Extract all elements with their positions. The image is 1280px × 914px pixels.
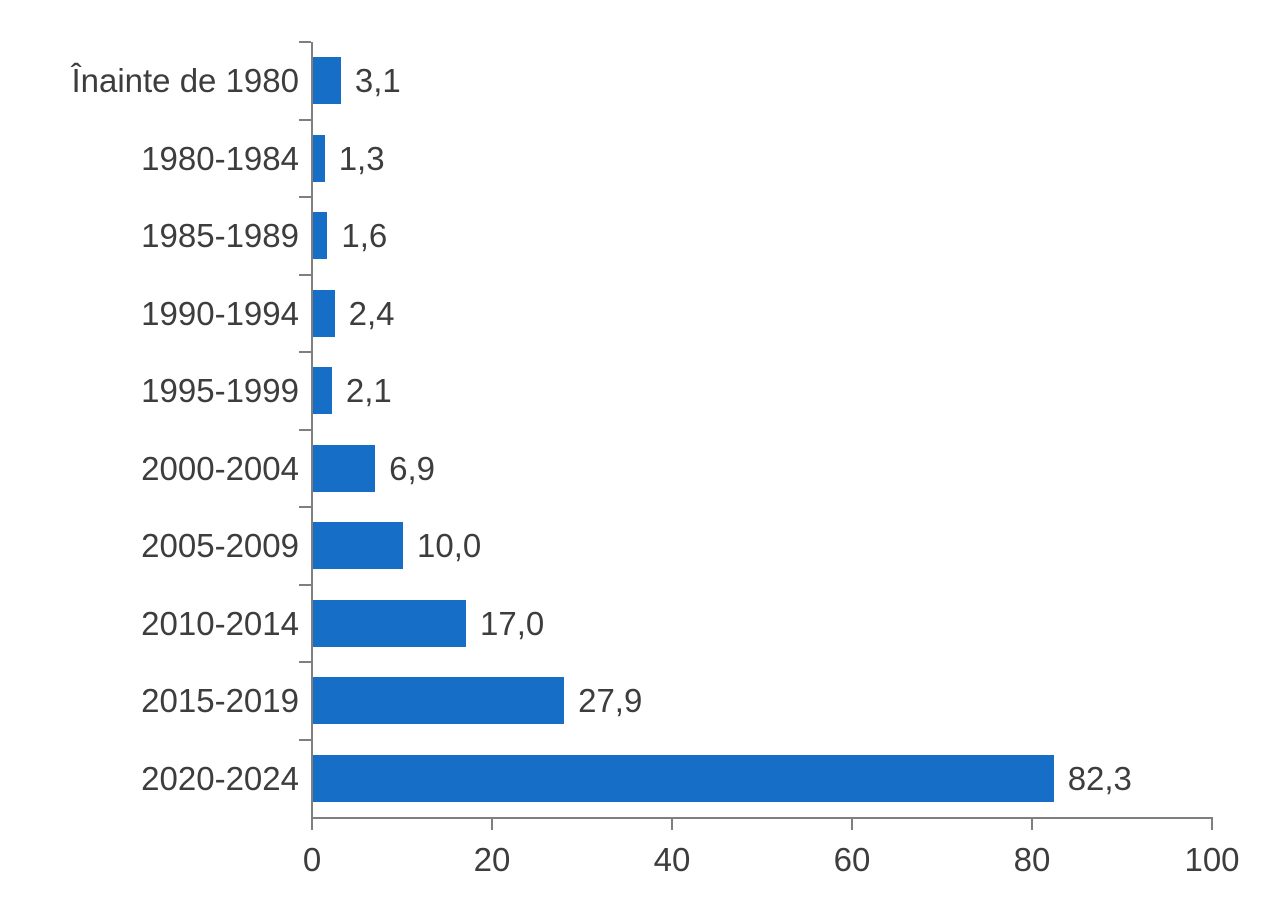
y-axis-tick: [299, 351, 311, 353]
bar-value-label: 1,6: [341, 217, 388, 255]
bar: [313, 134, 325, 182]
x-tick-label: 80: [1013, 841, 1051, 878]
y-axis-tick: [299, 273, 311, 276]
bar: [313, 212, 328, 260]
x-tick-label: 20: [473, 841, 511, 878]
bar-value-label: 2,4: [348, 294, 395, 332]
bar-value-label: 2,1: [345, 372, 392, 410]
y-axis-tick: [299, 118, 311, 121]
category-label: 2010-2014: [141, 604, 299, 642]
x-axis-tick: [671, 817, 673, 830]
bar-value-label: 1,3: [338, 139, 385, 177]
bar-value-label: 82,3: [1067, 759, 1132, 797]
category-label: 1995-1999: [141, 372, 299, 410]
bar-value-label: 10,0: [417, 527, 482, 565]
y-axis-tick: [299, 41, 311, 43]
y-axis-tick: [299, 583, 311, 586]
x-tick-label: 40: [653, 841, 691, 878]
bar-value-label: 3,1: [354, 62, 401, 100]
y-axis-tick: [299, 738, 311, 741]
bar: [313, 677, 565, 725]
x-axis-tick: [1031, 817, 1033, 830]
category-label: 2005-2009: [141, 527, 299, 565]
bar: [313, 289, 335, 337]
bar: [313, 522, 403, 570]
y-axis-tick: [299, 428, 311, 431]
x-axis-tick: [851, 817, 853, 830]
x-tick-label: 60: [833, 841, 871, 878]
bar: [313, 367, 332, 415]
x-axis-tick: [311, 817, 313, 830]
x-axis-line: [311, 817, 1213, 819]
category-label: 2020-2024: [141, 759, 299, 797]
category-label: 2000-2004: [141, 449, 299, 487]
y-axis-line: [311, 42, 313, 817]
bar: [313, 754, 1054, 802]
category-label: 1990-1994: [141, 294, 299, 332]
category-label: Înainte de 1980: [71, 62, 299, 100]
y-axis-tick: [299, 506, 311, 508]
x-axis-tick: [1211, 817, 1213, 830]
y-axis-tick: [299, 661, 311, 663]
bar: [313, 599, 466, 647]
category-label: 1985-1989: [141, 217, 299, 255]
bar-value-label: 6,9: [389, 449, 435, 487]
x-tick-label: 0: [302, 841, 322, 878]
category-label: 2015-2019: [141, 682, 299, 720]
x-axis-tick: [491, 817, 493, 830]
bar-value-label: 17,0: [480, 604, 545, 642]
category-label: 1980-1984: [141, 139, 299, 177]
bar-value-label: 27,9: [578, 682, 643, 720]
bar: [313, 57, 341, 105]
x-tick-label: 100: [1184, 841, 1240, 878]
y-axis-tick: [299, 196, 311, 198]
bar: [313, 444, 376, 492]
